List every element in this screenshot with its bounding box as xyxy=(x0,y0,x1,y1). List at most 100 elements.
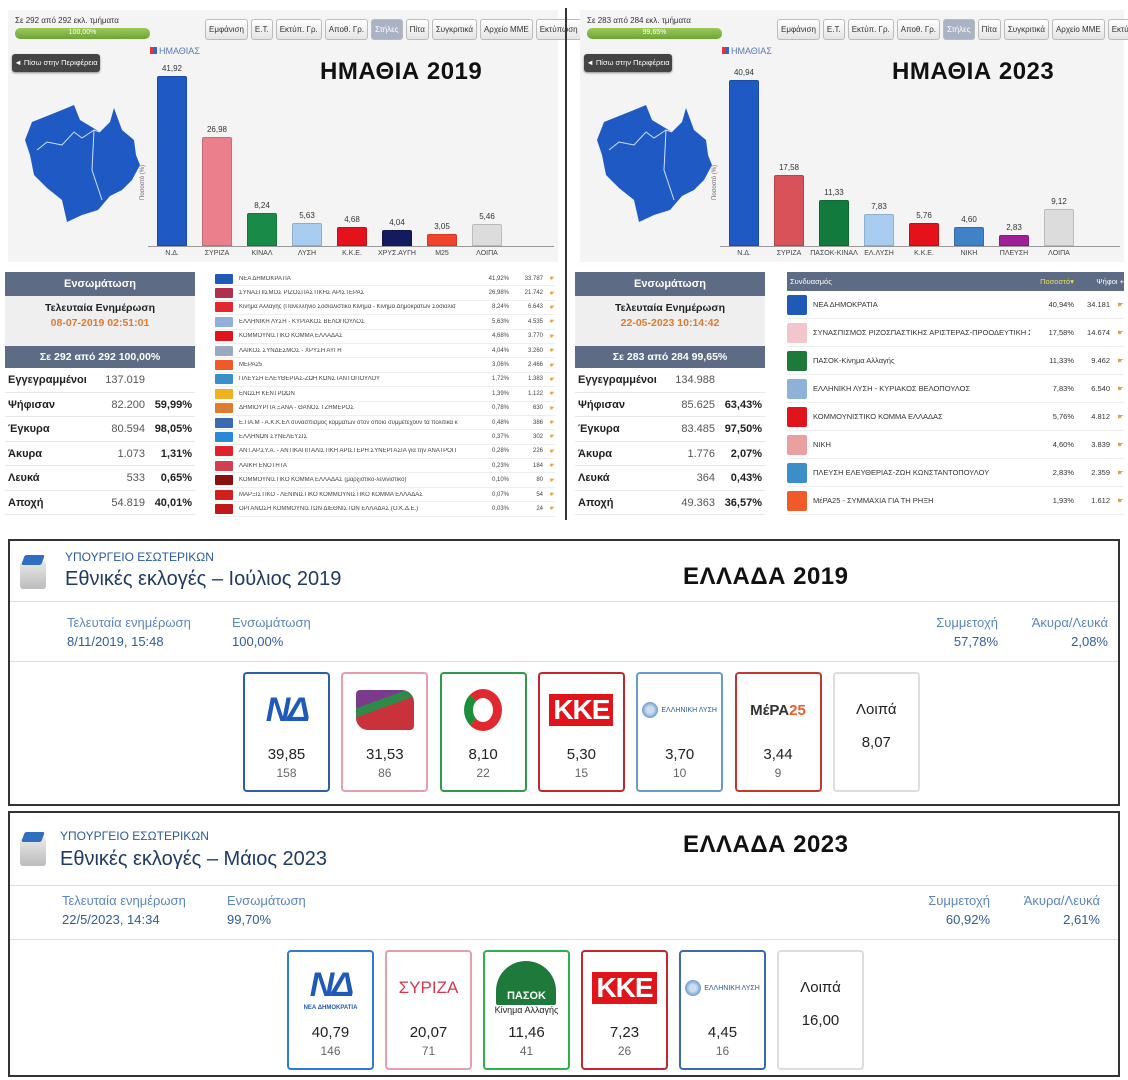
hand-pointer-icon[interactable]: ☛ xyxy=(1117,384,1124,393)
bar-5[interactable] xyxy=(954,227,984,246)
hand-pointer-icon[interactable]: ☛ xyxy=(549,333,555,340)
hand-pointer-icon[interactable]: ☛ xyxy=(549,506,555,513)
party-card[interactable]: ΝΔ 39,85 158 xyxy=(243,672,330,792)
hand-pointer-icon[interactable]: ☛ xyxy=(1117,440,1124,449)
party-card[interactable]: ΠΑΣΟΚ Κίνημα Αλλαγής 11,46 41 xyxy=(483,950,570,1070)
bar-6[interactable] xyxy=(427,233,457,246)
table-row[interactable]: ΠΛΕΥΣΗ ΕΛΕΥΘΕΡΙΑΣ-ΖΩΗ ΚΩΝΣΤΑΝΤΟΠΟΥΛΟΥ 2,8… xyxy=(787,459,1124,487)
hand-pointer-icon[interactable]: ☛ xyxy=(1117,496,1124,505)
table-row[interactable]: ΝΙΚΗ 4,60% 3.839 ☛ xyxy=(787,431,1124,459)
hand-pointer-icon[interactable]: ☛ xyxy=(1117,300,1124,309)
back-to-region-button[interactable]: ◄ Πίσω στην Περιφέρεια xyxy=(12,54,100,72)
table-row[interactable]: Ε.ΠΑ.Μ - Α.Κ.Κ.ΕΛ συνασπισμός κομμάτων σ… xyxy=(215,416,555,431)
toolbar-button-7[interactable]: Αρχείο ΜΜΕ xyxy=(479,19,533,40)
table-row[interactable]: ΜΕΡΑ25 3,06% 2.466 ☛ xyxy=(215,358,555,373)
table-row[interactable]: ΝΕΑ ΔΗΜΟΚΡΑΤΙΑ 41,92% 33.787 ☛ xyxy=(215,272,555,287)
hand-pointer-icon[interactable]: ☛ xyxy=(1117,468,1124,477)
bar-7[interactable] xyxy=(1044,209,1074,246)
table-row[interactable]: ΕΛΛΗΝΙΚΗ ΛΥΣΗ - ΚΥΡΙΑΚΟΣ ΒΕΛΟΠΟΥΛΟΣ 7,83%… xyxy=(787,375,1124,403)
table-row[interactable]: ΝΕΑ ΔΗΜΟΚΡΑΤΙΑ 40,94% 34.181 ☛ xyxy=(787,291,1124,319)
toolbar-button-4[interactable]: Στήλες xyxy=(943,19,975,40)
hand-pointer-icon[interactable]: ☛ xyxy=(549,448,555,455)
table-row[interactable]: ΕΛΛΗΝΩΝ ΣΥΝΕΛΕΥΣΙΣ 0,37% 302 ☛ xyxy=(215,430,555,445)
party-card[interactable]: ΜέΡΑ25 3,44 9 xyxy=(734,672,822,792)
bar-6[interactable] xyxy=(999,234,1029,246)
bar-2[interactable] xyxy=(247,212,277,246)
toolbar-button-4[interactable]: Στήλες xyxy=(371,19,403,40)
toolbar-button-5[interactable]: Πίτα xyxy=(405,19,429,40)
bar-0[interactable] xyxy=(157,76,187,246)
bar-0[interactable] xyxy=(729,80,759,246)
toolbar-button-6[interactable]: Συγκριτικά xyxy=(431,19,477,40)
table-row[interactable]: ΛΑΪΚΟΣ ΣΥΝΔΕΣΜΟΣ - ΧΡΥΣΗ ΑΥΓΗ 4,04% 3.260 ☛ xyxy=(215,344,555,359)
bar-3[interactable] xyxy=(292,223,322,246)
hand-pointer-icon[interactable]: ☛ xyxy=(549,463,555,470)
hand-pointer-icon[interactable]: ☛ xyxy=(1117,356,1124,365)
table-row[interactable]: ΜΑΡΞΙΣΤΙΚΟ - ΛΕΝΙΝΙΣΤΙΚΟ ΚΟΜΜΟΥΝΙΣΤΙΚΟ Κ… xyxy=(215,488,555,503)
toolbar-button-3[interactable]: Αποθ. Γρ. xyxy=(324,19,368,40)
toolbar-button-5[interactable]: Πίτα xyxy=(977,19,1001,40)
bar-1[interactable] xyxy=(774,174,804,246)
table-row[interactable]: ΕΝΩΣΗ ΚΕΝΤΡΩΩΝ 1,39% 1.122 ☛ xyxy=(215,387,555,402)
party-card[interactable]: 8,10 22 xyxy=(439,672,527,792)
toolbar-button-7[interactable]: Αρχείο ΜΜΕ xyxy=(1051,19,1105,40)
bar-5[interactable] xyxy=(382,229,412,246)
toolbar-button-0[interactable]: Εμφάνιση xyxy=(205,19,248,40)
toolbar-button-3[interactable]: Αποθ. Γρ. xyxy=(896,19,940,40)
party-card[interactable]: ΚΚΕ 5,30 15 xyxy=(537,672,625,792)
toolbar-button-2[interactable]: Εκτύπ. Γρ. xyxy=(847,19,894,40)
bar-4[interactable] xyxy=(337,227,367,246)
hand-pointer-icon[interactable]: ☛ xyxy=(1117,412,1124,421)
table-row[interactable]: ΚΟΜΜΟΥΝΙΣΤΙΚΟ ΚΟΜΜΑ ΕΛΛΑΔΑΣ 4,68% 3.770 ☛ xyxy=(215,330,555,344)
region-map[interactable] xyxy=(594,100,714,225)
table-row[interactable]: ΠΛΕΥΣΗ ΕΛΕΥΘΕΡΙΑΣ-ΖΩΗ ΚΩΝΣΤΑΝΤΟΠΟΥΛΟΥ 1,7… xyxy=(215,373,555,388)
toolbar-button-8[interactable]: Εκτύπωση xyxy=(1107,19,1128,40)
hand-pointer-icon[interactable]: ☛ xyxy=(549,477,555,484)
party-card[interactable]: ΕΛΛΗΝΙΚΗ ΛΥΣΗ 3,70 10 xyxy=(636,672,724,792)
hand-pointer-icon[interactable]: ☛ xyxy=(549,304,555,311)
header-votes[interactable]: Ψήφοι + xyxy=(1096,277,1124,286)
table-row[interactable]: ΛΑΪΚΗ ΕΝΟΤΗΤΑ 0,23% 184 ☛ xyxy=(215,459,555,474)
table-row[interactable]: ΣΥΝΑΣΠΙΣΜΟΣ ΡΙΖΟΣΠΑΣΤΙΚΗΣ ΑΡΙΣΤΕΡΑΣ-ΠΡΟΟ… xyxy=(787,319,1124,347)
party-card[interactable]: ΣΥΡΙΖΑ 20,07 71 xyxy=(385,950,472,1070)
table-row[interactable]: ΚΟΜΜΟΥΝΙΣΤΙΚΟ ΚΟΜΜΑ ΕΛΛΑΔΑΣ (μαρξιστικό-… xyxy=(215,473,555,488)
table-row[interactable]: ΔΗΜΙΟΥΡΓΙΑ ΞΑΝΑ - ΘΑΝΟΣ ΤΖΗΜΕΡΟΣ 0,78% 630… xyxy=(215,402,555,416)
table-row[interactable]: Κίνημα Αλλαγής (Πανελλήνιο Σοσιαλιστικό … xyxy=(215,301,555,316)
hand-pointer-icon[interactable]: ☛ xyxy=(549,362,555,369)
hand-pointer-icon[interactable]: ☛ xyxy=(1117,328,1124,337)
hand-pointer-icon[interactable]: ☛ xyxy=(549,376,555,383)
bar-1[interactable] xyxy=(202,136,232,246)
hand-pointer-icon[interactable]: ☛ xyxy=(549,290,555,297)
table-row[interactable]: ΜέΡΑ25 - ΣΥΜΜΑΧΙΑ ΓΙΑ ΤΗ ΡΗΞΗ 1,93% 1.612 ☛ xyxy=(787,487,1124,515)
hand-pointer-icon[interactable]: ☛ xyxy=(549,276,555,283)
hand-pointer-icon[interactable]: ☛ xyxy=(549,319,555,326)
back-to-region-button[interactable]: ◄ Πίσω στην Περιφέρεια xyxy=(584,54,672,72)
hand-pointer-icon[interactable]: ☛ xyxy=(549,420,555,427)
table-row[interactable]: ΟΡΓΑΝΩΣΗ ΚΟΜΜΟΥΝΙΣΤΩΝ ΔΙΕΘΝΙΣΤΩΝ ΕΛΛΑΔΑΣ… xyxy=(215,502,555,517)
hand-pointer-icon[interactable]: ☛ xyxy=(549,405,555,412)
header-percent[interactable]: Ποσοστό▾ xyxy=(1040,277,1074,286)
hand-pointer-icon[interactable]: ☛ xyxy=(549,348,555,355)
hand-pointer-icon[interactable]: ☛ xyxy=(549,492,555,499)
party-card[interactable]: Λοιπά 16,00 xyxy=(777,950,864,1070)
table-row[interactable]: ΠΑΣΟΚ-Κίνημα Αλλαγής 11,33% 9.462 ☛ xyxy=(787,347,1124,375)
party-card[interactable]: ΝΔ ΝΕΑ ΔΗΜΟΚΡΑΤΙΑ 40,79 146 xyxy=(287,950,374,1070)
bar-4[interactable] xyxy=(909,222,939,246)
table-row[interactable]: ΕΛΛΗΝΙΚΗ ΛΥΣΗ - ΚΥΡΙΑΚΟΣ ΒΕΛΟΠΟΥΛΟΣ 5,63%… xyxy=(215,315,555,330)
hand-pointer-icon[interactable]: ☛ xyxy=(549,434,555,441)
party-card[interactable]: ΕΛΛΗΝΙΚΗ ΛΥΣΗ 4,45 16 xyxy=(679,950,766,1070)
table-row[interactable]: ΚΟΜΜΟΥΝΙΣΤΙΚΟ ΚΟΜΜΑ ΕΛΛΑΔΑΣ 5,76% 4.812 ☛ xyxy=(787,403,1124,431)
toolbar-button-0[interactable]: Εμφάνιση xyxy=(777,19,820,40)
bar-2[interactable] xyxy=(819,200,849,246)
toolbar-button-6[interactable]: Συγκριτικά xyxy=(1003,19,1049,40)
toolbar-button-2[interactable]: Εκτύπ. Γρ. xyxy=(275,19,322,40)
party-card[interactable]: ΚΚΕ 7,23 26 xyxy=(581,950,668,1070)
toolbar-button-1[interactable]: Ε.Τ. xyxy=(250,19,273,40)
party-card[interactable]: Λοιπά 8,07 xyxy=(832,672,920,792)
bar-7[interactable] xyxy=(472,223,502,246)
table-row[interactable]: ΑΝΤ.ΑΡ.ΣΥ.Α. - ΑΝΤΙΚΑΠΙΤΑΛΙΣΤΙΚΗ ΑΡΙΣΤΕΡ… xyxy=(215,445,555,460)
party-card[interactable]: 31,53 86 xyxy=(341,672,429,792)
table-row[interactable]: ΣΥΝΑΣΠΙΣΜΟΣ ΡΙΖΟΣΠΑΣΤΙΚΗΣ ΑΡΙΣΤΕΡΑΣ 26,98… xyxy=(215,286,555,301)
toolbar-button-1[interactable]: Ε.Τ. xyxy=(822,19,845,40)
hand-pointer-icon[interactable]: ☛ xyxy=(549,391,555,398)
